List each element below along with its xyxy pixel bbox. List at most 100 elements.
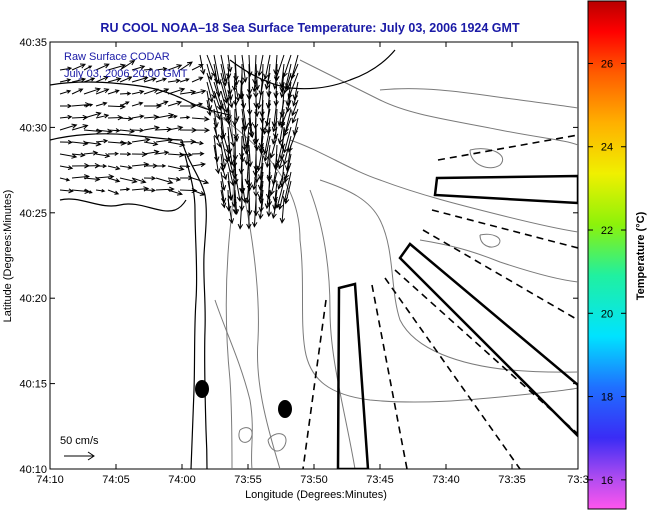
current-vector [213,144,221,175]
current-vector [155,112,175,119]
current-vector [263,54,271,80]
current-vector [256,144,264,172]
y-tick-label: 40:30 [19,122,47,134]
current-vector [191,89,207,95]
x-tick-label: 73:55 [234,474,262,486]
radar-wedges [336,174,578,469]
current-vector [107,77,122,83]
current-vector [191,140,204,146]
current-vector [155,77,168,83]
current-vector [191,151,205,156]
current-vector [191,127,211,133]
radial-line [431,209,578,249]
current-vector [107,63,127,71]
current-vector [71,88,84,95]
current-vector [155,66,168,72]
current-vector [226,99,232,121]
current-vector [232,162,238,180]
x-tick-label: 74:05 [102,474,130,486]
current-vector [71,63,87,71]
current-vector [131,76,149,83]
contour-line [244,199,281,469]
current-vector [131,101,144,107]
current-vector [59,139,74,145]
current-vector [292,90,299,107]
current-vector [271,117,278,133]
current-vector [227,162,235,187]
current-vector [167,125,184,131]
current-vector [179,164,191,169]
current-vector [95,138,109,144]
current-vector [227,180,234,201]
current-vector [83,65,93,71]
colorbar-tick-label: 26 [601,58,613,70]
current-vector [291,99,299,117]
current-vector [59,165,74,170]
current-vector [143,88,160,95]
bathymetry-contours [199,59,578,469]
current-vector [143,188,156,193]
current-vector [59,78,72,83]
current-vector [107,114,124,121]
current-vector [143,103,162,109]
current-vector [155,88,170,95]
current-vector [95,152,111,159]
current-vector [83,111,102,119]
current-vector [107,189,120,195]
x-tick-label: 74:10 [36,474,64,486]
map-frame [49,41,579,470]
wedge-south [336,282,370,469]
current-vector [95,164,108,169]
current-vector [279,72,285,93]
current-vector [264,72,271,90]
current-vector [291,108,299,124]
current-vector [213,99,222,121]
radial-line [302,299,327,469]
figure-title: RU COOL NOAA–18 Sea Surface Temperature:… [100,21,520,35]
wedge-southeast [398,242,578,438]
current-vector [276,135,285,165]
current-vector [83,103,94,107]
current-vector [213,90,222,111]
current-vector [59,89,72,95]
current-vector [232,108,238,127]
current-vector [277,189,285,211]
x-tick-label: 73:3 [567,474,588,486]
current-vector [263,135,271,162]
coastline-inlet [59,198,187,212]
colorbar-label: Temperature (°C) [635,211,647,300]
current-vector [247,117,254,138]
current-vector [225,144,232,162]
contour-line [319,179,578,373]
current-vector [220,180,227,204]
current-vector [107,165,121,171]
codar-annotation-line2: July 03, 2006 20:00 GMT [64,68,188,80]
current-vector [95,75,109,83]
current-vector [179,152,193,158]
current-vector [167,176,182,182]
current-vector [143,114,160,120]
current-vector [206,63,213,81]
current-vector [119,128,136,134]
current-vector [258,198,264,220]
current-vector [71,124,89,131]
current-vector [232,198,238,215]
current-vector [83,141,102,147]
current-vector [59,66,73,71]
current-vector [239,144,246,163]
current-vector [83,87,101,95]
current-vector [119,151,132,157]
contour-line [267,433,287,452]
current-vector [191,64,204,71]
current-vector [227,198,235,225]
current-vector [59,188,74,194]
current-vector [59,114,73,120]
coastline [50,49,396,469]
current-vector [131,89,145,95]
x-axis-label: Longitude (Degrees:Minutes) [245,489,387,501]
contour-line [309,189,356,469]
current-vector [262,108,271,135]
current-vector [119,187,131,192]
current-vector [167,100,183,107]
